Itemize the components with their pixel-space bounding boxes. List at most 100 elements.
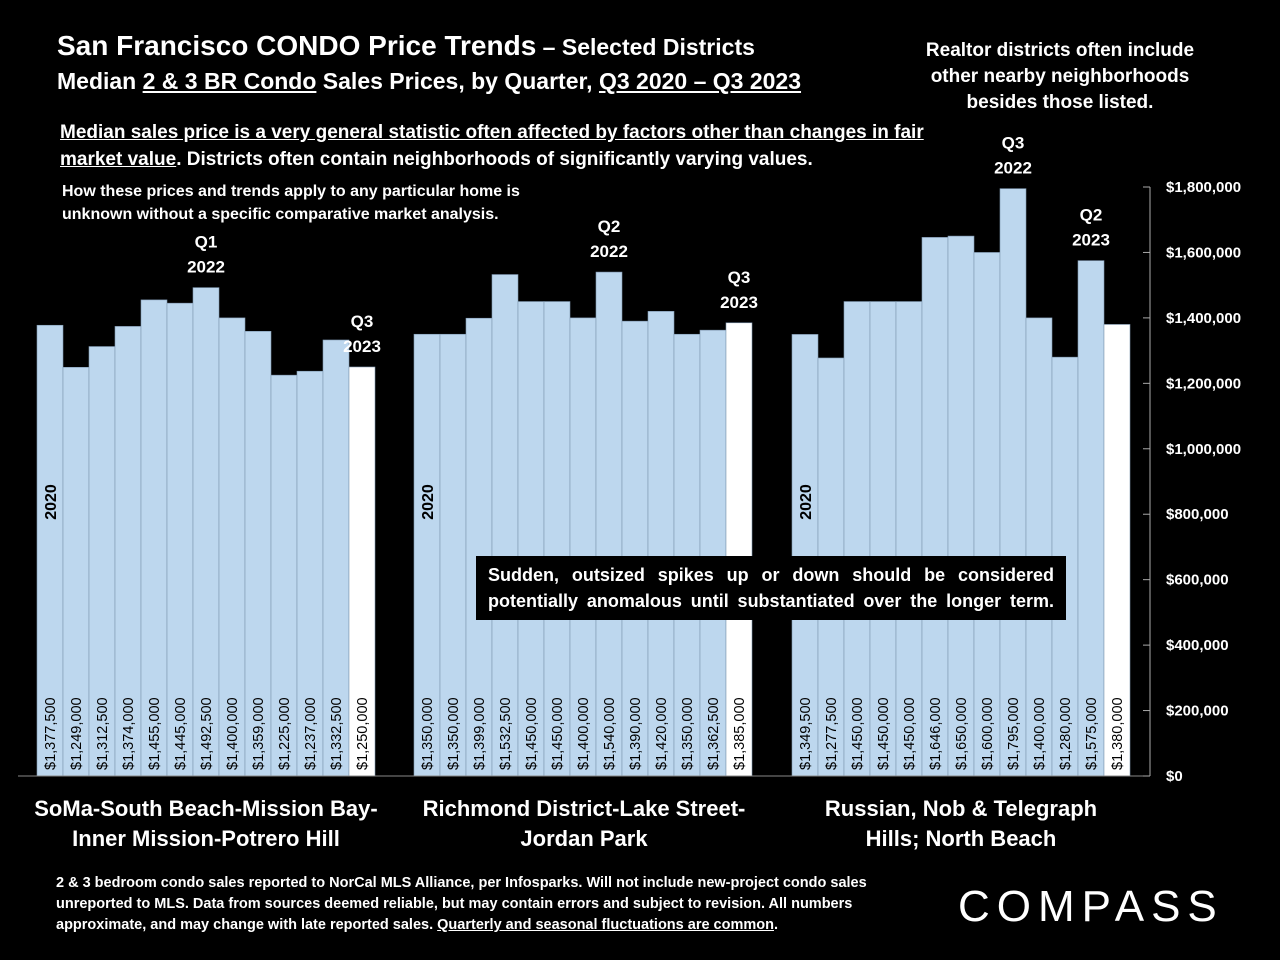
bar-value-label: $1,280,000 (1058, 697, 1074, 770)
bar (1025, 317, 1053, 777)
bar-value-label: $1,362,500 (706, 697, 722, 770)
bar (348, 366, 376, 777)
bar (517, 301, 545, 777)
bar-value-label: $1,350,000 (680, 697, 696, 770)
group-label-russian-line2: Hills; North Beach (865, 826, 1057, 851)
comparative-analysis-note: How these prices and trends apply to any… (62, 183, 520, 223)
bar-value-label: $1,420,000 (654, 697, 670, 770)
bar-annotation-year: 2022 (994, 159, 1032, 178)
bar (947, 235, 975, 777)
bar (673, 333, 701, 777)
bar-value-label: $1,237,000 (303, 697, 319, 770)
bar-value-label: $1,450,000 (524, 697, 540, 770)
y-tick-label: $600,000 (1166, 572, 1229, 589)
bar-value-label: $1,455,000 (147, 697, 163, 770)
bar-value-label: $1,540,000 (602, 697, 618, 770)
bar-value-label: $1,350,000 (420, 697, 436, 770)
bar-value-label: $1,600,000 (980, 697, 996, 770)
y-tick-label: $1,800,000 (1166, 179, 1241, 196)
group-label-soma-line1: SoMa-South Beach-Mission Bay- (34, 796, 378, 821)
bar-value-label: $1,249,000 (69, 697, 85, 770)
title-sub: Selected Districts (561, 34, 755, 60)
y-tick-label: $0 (1166, 768, 1183, 785)
source-footnote: 2 & 3 bedroom condo sales reported to No… (56, 873, 916, 936)
y-tick-label: $200,000 (1166, 703, 1229, 720)
y-tick-label: $1,400,000 (1166, 310, 1241, 327)
y-tick-label: $800,000 (1166, 506, 1229, 523)
bar (699, 329, 727, 777)
bar-annotation-quarter: Q2 (598, 217, 621, 236)
bar-value-label: $1,377,500 (43, 697, 59, 770)
group-label-richmond-line1: Richmond District-Lake Street- (422, 796, 746, 821)
bar-annotation-year: 2022 (590, 242, 628, 261)
bar (1077, 260, 1105, 777)
bar-annotation-quarter: Q3 (728, 268, 751, 287)
median-note-rest: . Districts often contain neighborhoods … (176, 149, 813, 170)
bar (543, 301, 571, 777)
bar (439, 333, 467, 777)
bar (921, 237, 949, 777)
bar-annotation-quarter: Q3 (351, 312, 374, 331)
bar (296, 370, 324, 777)
bar-value-label: $1,385,000 (732, 697, 748, 770)
bar-value-label: $1,332,500 (329, 697, 345, 770)
y-tick-label: $1,600,000 (1166, 244, 1241, 261)
y-tick-label: $400,000 (1166, 637, 1229, 654)
compass-logo: COMPASS (958, 882, 1224, 931)
bar-value-label: $1,225,000 (277, 697, 293, 770)
bar-group-3: $1,349,500 $1,277,500 $1,450,000 $1,450,000… (791, 134, 1131, 777)
bar-value-label: $1,795,000 (1006, 697, 1022, 770)
bar-value-label: $1,399,000 (472, 697, 488, 770)
median-note-underlined: Median sales price is a very general sta… (60, 122, 924, 170)
subtitle-bedrooms: 2 & 3 BR Condo (142, 68, 317, 94)
bar (62, 366, 90, 777)
bar (895, 301, 923, 777)
bar (88, 346, 116, 777)
bar-value-label: $1,349,500 (798, 697, 814, 770)
bar (725, 322, 753, 777)
bar-value-label: $1,532,500 (498, 697, 514, 770)
group-label-richmond-line2: Jordan Park (520, 826, 648, 851)
bar-value-label: $1,450,000 (902, 697, 918, 770)
bar-annotation-quarter: Q1 (195, 233, 218, 252)
bar-value-label: $1,450,000 (850, 697, 866, 770)
bar-value-label: $1,312,500 (95, 697, 111, 770)
bar-group-2: $1,350,000 $1,350,000 $1,399,000 $1,532,500… (413, 217, 758, 777)
bar (270, 374, 298, 777)
bar-annotation-year: 2023 (720, 293, 758, 312)
bar-annotation-year: 2022 (187, 258, 225, 277)
subtitle-range: Q3 2020 – Q3 2023 (598, 68, 802, 94)
y-tick-label: $1,200,000 (1166, 375, 1241, 392)
subtitle-pre: Median (57, 68, 143, 94)
bar-value-label: $1,650,000 (954, 697, 970, 770)
group-label-richmond: Richmond District-Lake Street- Jordan Pa… (394, 794, 774, 854)
bar (999, 188, 1027, 777)
bars-layer: $1,377,500 $1,249,000 $1,312,500 $1,374,000… (36, 134, 1131, 777)
footnote-text: 2 & 3 bedroom condo sales reported to No… (56, 875, 867, 933)
y-tick-label: $1,000,000 (1166, 441, 1241, 458)
bar (192, 287, 220, 777)
bar-value-label: $1,250,000 (355, 697, 371, 770)
bar (218, 317, 246, 777)
group-label-russian-hill: Russian, Nob & Telegraph Hills; North Be… (771, 794, 1151, 854)
bar-annotation-quarter: Q2 (1080, 206, 1103, 225)
bar-annotation-year: 2023 (1072, 231, 1110, 250)
bar (843, 301, 871, 777)
bar-value-label: $1,380,000 (1110, 697, 1126, 770)
bar-value-label: $1,445,000 (173, 697, 189, 770)
year-label: 2020 (798, 484, 815, 520)
year-label: 2020 (43, 484, 60, 520)
bar-value-label: $1,646,000 (928, 697, 944, 770)
bar (166, 302, 194, 777)
title-main: San Francisco CONDO Price Trends (57, 30, 537, 61)
year-label: 2020 (420, 484, 437, 520)
bar-value-label: $1,359,000 (251, 697, 267, 770)
bar-value-label: $1,277,500 (824, 697, 840, 770)
bar-value-label: $1,492,500 (199, 697, 215, 770)
bar (1103, 324, 1131, 777)
median-price-note: Median sales price is a very general sta… (60, 119, 940, 173)
bar-value-label: $1,400,000 (1032, 697, 1048, 770)
title-dash: – (536, 34, 562, 60)
bar-value-label: $1,350,000 (446, 697, 462, 770)
